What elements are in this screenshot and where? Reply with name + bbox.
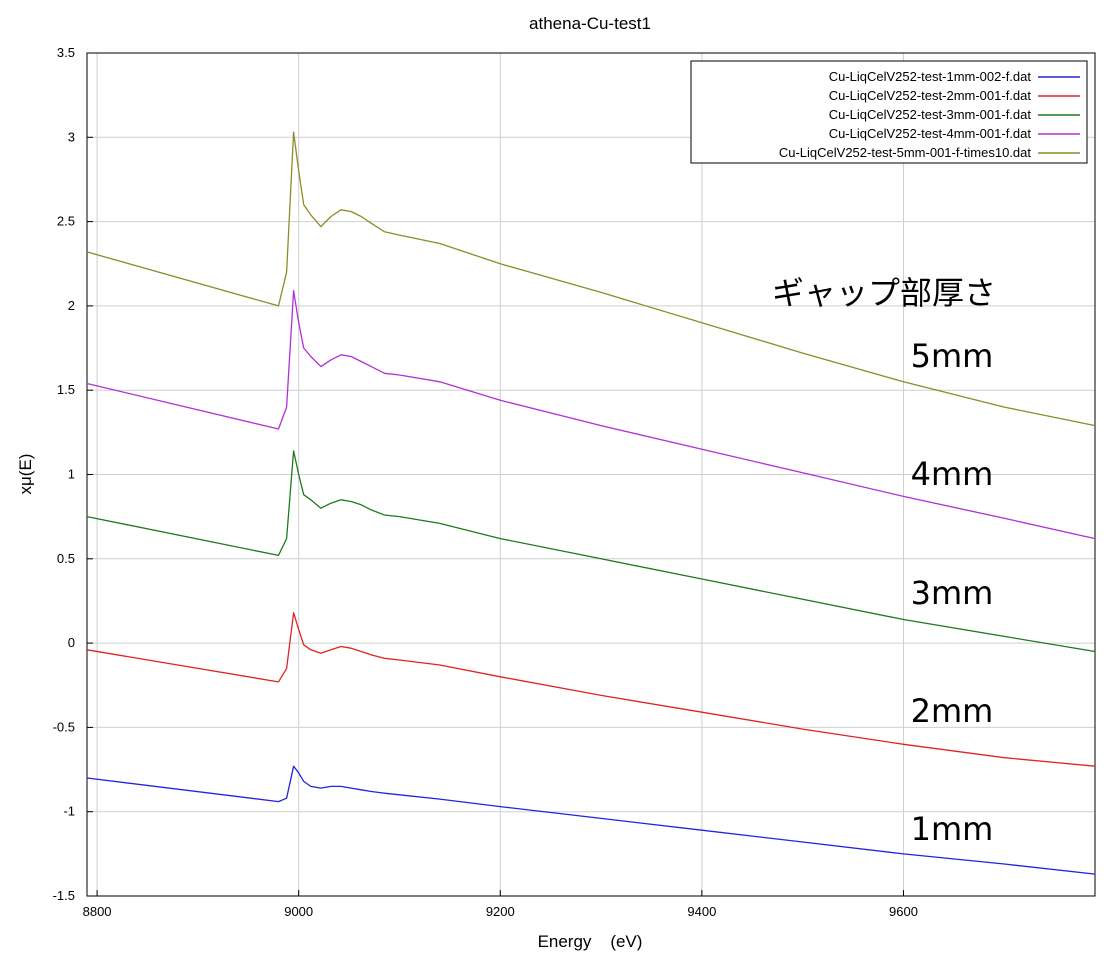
legend-item: Cu-LiqCelV252-test-3mm-001-f.dat xyxy=(829,107,1080,122)
y-tick-label: 3 xyxy=(68,129,75,144)
annotation-1mm: 1mm xyxy=(911,810,994,848)
y-tick-label: 2.5 xyxy=(57,214,75,229)
grid xyxy=(87,52,1095,897)
series-line-3 xyxy=(86,450,1096,653)
annotation-5mm: 5mm xyxy=(911,337,994,375)
legend-label: Cu-LiqCelV252-test-5mm-001-f-times10.dat xyxy=(779,145,1032,160)
legend-item: Cu-LiqCelV252-test-1mm-002-f.dat xyxy=(829,69,1080,84)
annotation-3mm: 3mm xyxy=(911,574,994,612)
annotation-gap-thickness: ギャップ部厚さ xyxy=(772,274,996,312)
y-tick-label: 1 xyxy=(68,467,75,482)
x-tick-label: 9400 xyxy=(687,904,716,919)
legend-label: Cu-LiqCelV252-test-3mm-001-f.dat xyxy=(829,107,1032,122)
annotations: ギャップ部厚さ 5mm 4mm 3mm 2mm 1mm xyxy=(772,274,996,848)
chart-title: athena-Cu-test1 xyxy=(529,14,651,33)
legend-item: Cu-LiqCelV252-test-5mm-001-f-times10.dat xyxy=(779,145,1080,160)
legend-item: Cu-LiqCelV252-test-4mm-001-f.dat xyxy=(829,126,1080,141)
legend-label: Cu-LiqCelV252-test-4mm-001-f.dat xyxy=(829,126,1032,141)
legend-label: Cu-LiqCelV252-test-2mm-001-f.dat xyxy=(829,88,1032,103)
y-axis-label: xμ(E) xyxy=(16,454,35,495)
series-layer xyxy=(86,131,1096,875)
legend-label: Cu-LiqCelV252-test-1mm-002-f.dat xyxy=(829,69,1032,84)
y-tick-label: -0.5 xyxy=(53,719,75,734)
series-line-5 xyxy=(86,131,1096,427)
annotation-2mm: 2mm xyxy=(911,692,994,730)
legend-entries: Cu-LiqCelV252-test-1mm-002-f.dat Cu-LiqCe… xyxy=(779,69,1080,160)
x-tick-label: 9000 xyxy=(284,904,313,919)
x-axis-label: Energy (eV) xyxy=(538,932,643,951)
y-tick-label: -1.5 xyxy=(53,888,75,903)
series-line-2 xyxy=(86,612,1096,767)
y-tick-label: 0 xyxy=(68,635,75,650)
x-tick-label: 8800 xyxy=(83,904,112,919)
series-line-4 xyxy=(86,290,1096,540)
x-axis-ticks: 8800 9000 9200 9400 9600 xyxy=(83,890,918,919)
x-tick-label: 9200 xyxy=(486,904,515,919)
x-tick-label: 9600 xyxy=(889,904,918,919)
y-tick-label: 0.5 xyxy=(57,551,75,566)
y-tick-label: -1 xyxy=(63,804,75,819)
legend-box xyxy=(690,60,1088,164)
annotation-4mm: 4mm xyxy=(911,455,994,493)
series-line-1 xyxy=(86,765,1096,875)
y-axis-ticks: -1.5 -1 -0.5 0 0.5 1 1.5 2 2.5 3 3.5 xyxy=(53,45,93,903)
y-tick-label: 2 xyxy=(68,298,75,313)
plot-frame xyxy=(86,52,1096,897)
legend-item: Cu-LiqCelV252-test-2mm-001-f.dat xyxy=(829,88,1080,103)
y-tick-label: 3.5 xyxy=(57,45,75,60)
legend: Cu-LiqCelV252-test-1mm-002-f.dat Cu-LiqCe… xyxy=(690,60,1088,164)
y-tick-label: 1.5 xyxy=(57,382,75,397)
